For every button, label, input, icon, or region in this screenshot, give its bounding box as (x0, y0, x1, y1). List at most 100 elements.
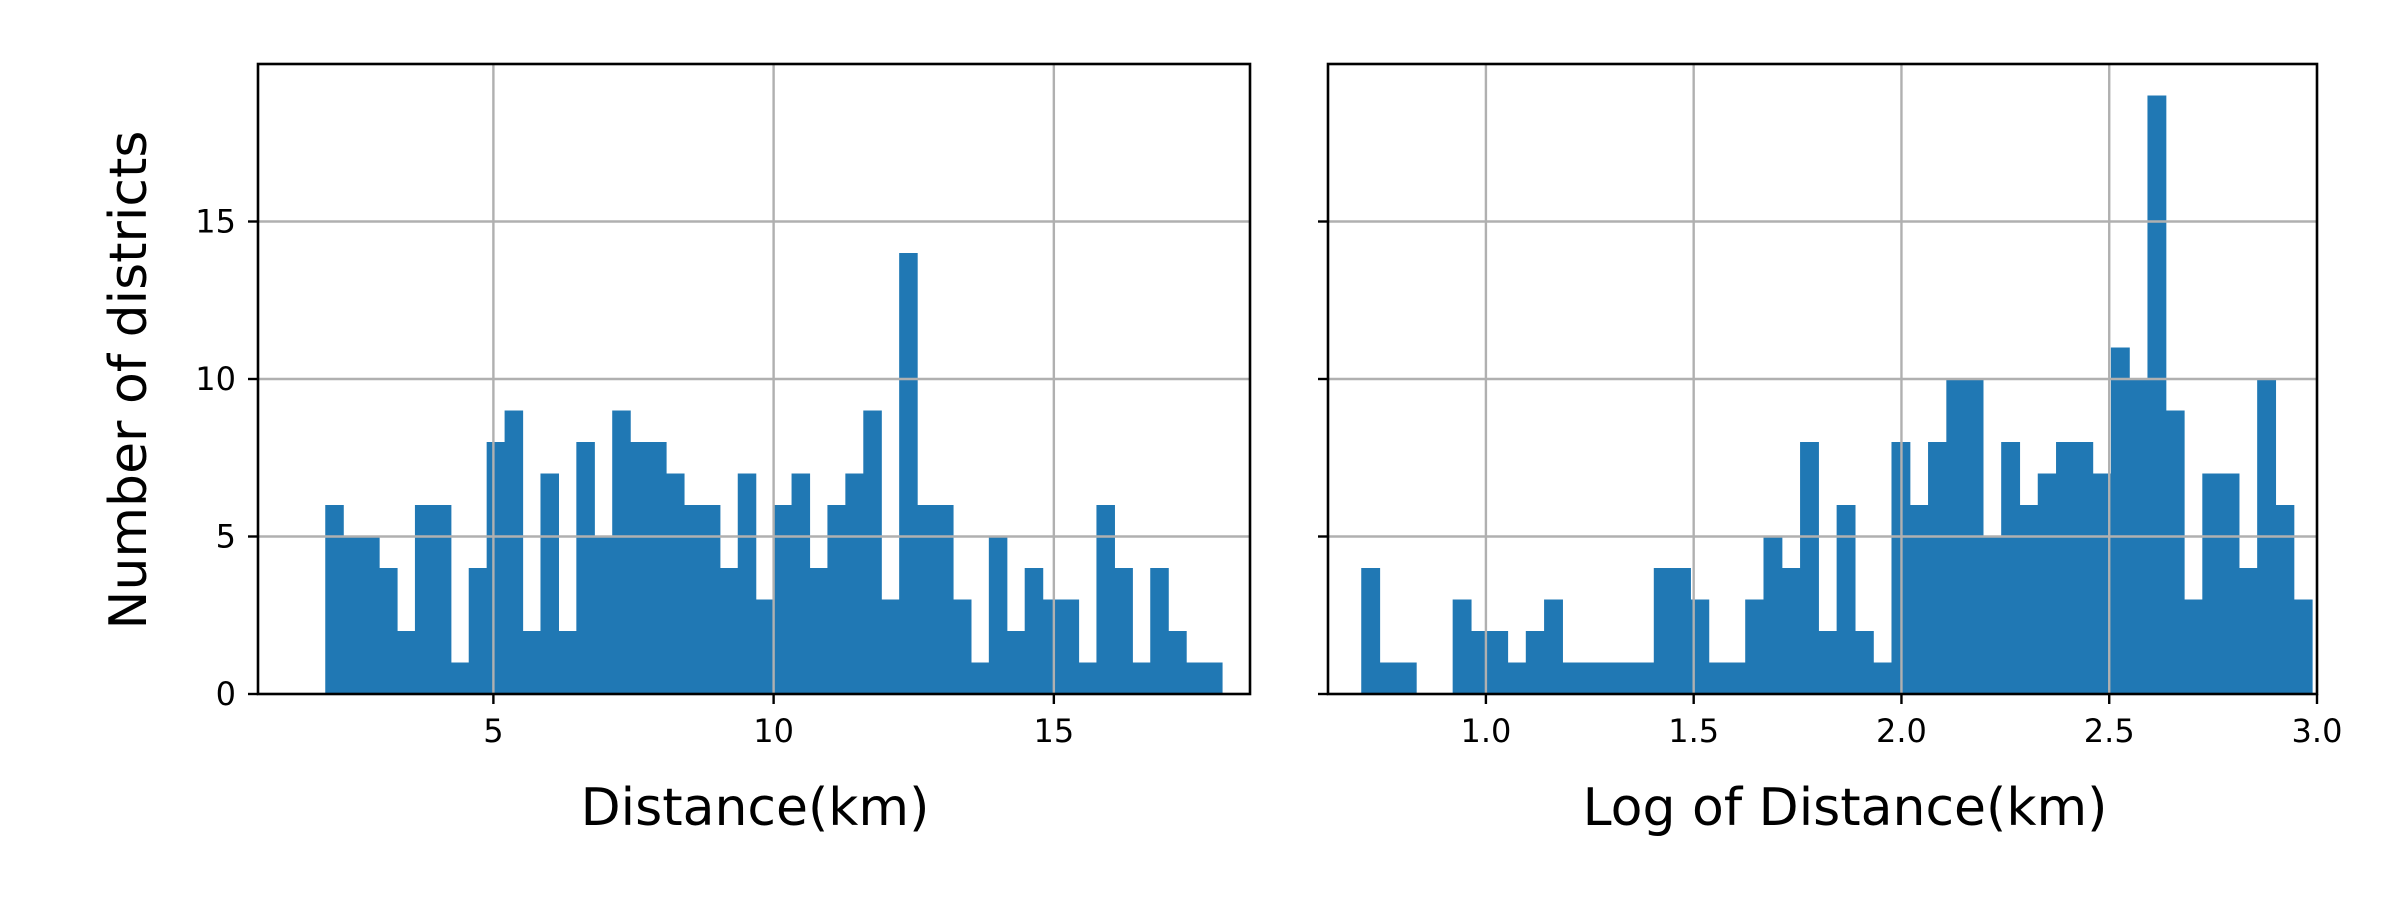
histogram-bar (809, 568, 829, 694)
histogram-bar (791, 473, 811, 694)
x-tick-label: 5 (483, 712, 503, 750)
histogram-bar (2147, 95, 2167, 694)
histogram-bar (1873, 662, 1893, 694)
y-axis-title: Number of districts (99, 131, 159, 630)
histogram-bar (576, 442, 595, 694)
histogram-bar (917, 505, 936, 694)
histogram-bar (1763, 536, 1783, 694)
histogram-bar (1060, 599, 1080, 694)
histogram-bar (1836, 505, 1856, 694)
histogram-log-distance-panel: 1.0 1.5 2.0 2.5 3.0 (1318, 62, 2343, 750)
histogram-bar (2074, 442, 2094, 694)
histogram-distance-panel: 5 10 15 0 5 10 15 (195, 62, 1252, 750)
histogram-bar (432, 505, 452, 694)
histogram-bar (594, 536, 613, 694)
histogram-bar (1525, 631, 1545, 694)
x-axis-title-log-distance: Log of Distance(km) (1583, 778, 2108, 838)
histogram-bar (2001, 442, 2021, 694)
histogram-bar (1800, 442, 1819, 694)
histogram-bar (1452, 599, 1472, 694)
histogram-bar (1672, 568, 1691, 694)
histogram-bar (1818, 631, 1838, 694)
y-tick-label: 15 (195, 203, 236, 241)
histogram-bar (1379, 662, 1399, 694)
histogram-bar (1397, 662, 1417, 694)
histogram-bar (1361, 568, 1381, 694)
histogram-bar (2165, 410, 2185, 694)
histogram-bar (1745, 599, 1765, 694)
histogram-bar (1132, 662, 1151, 694)
histogram-bar (1726, 662, 1746, 694)
histogram-bar (666, 473, 685, 694)
histogram-bar (1489, 631, 1509, 694)
histogram-bar (1096, 505, 1115, 694)
histogram-bar (2037, 473, 2057, 694)
histogram-bar (1982, 536, 2002, 694)
histogram-bar (540, 473, 559, 694)
histogram-bar (612, 410, 631, 694)
histogram-bar (683, 505, 703, 694)
histogram-bar (2110, 347, 2130, 694)
histogram-bar (701, 505, 721, 694)
histogram-bar (970, 662, 990, 694)
histogram-bar (2275, 505, 2295, 694)
histogram-bar (845, 473, 864, 694)
histogram-bar (935, 505, 954, 694)
x-tick-label: 2.5 (2084, 712, 2135, 750)
histogram-bar (2238, 568, 2258, 694)
histogram-bar (1617, 662, 1637, 694)
histogram-bar (558, 631, 577, 694)
histogram-bar (899, 253, 918, 694)
histogram-bar (737, 473, 757, 694)
histogram-bar (504, 410, 524, 694)
x-tick-label: 1.0 (1460, 712, 1511, 750)
histogram-bar (2293, 599, 2313, 694)
histogram-bar (1653, 568, 1673, 694)
histogram-bar (630, 442, 649, 694)
x-tick-label: 2.0 (1876, 712, 1927, 750)
histogram-bar (1909, 505, 1929, 694)
histogram-bar (1854, 631, 1874, 694)
histogram-bar (396, 631, 416, 694)
histogram-bar (827, 505, 846, 694)
histogram-bar (2184, 599, 2203, 694)
histogram-bar (325, 505, 344, 694)
y-tick-label: 0 (216, 675, 236, 713)
y-tick-label: 5 (216, 518, 236, 556)
histogram-bar (1042, 599, 1062, 694)
histogram-bar (1006, 631, 1026, 694)
histogram-bar (881, 599, 900, 694)
histogram-bar (522, 631, 542, 694)
histogram-bar (1204, 662, 1223, 694)
histogram-bar (1186, 662, 1205, 694)
histogram-bar (1928, 442, 1947, 694)
histogram-bar (2202, 473, 2222, 694)
histogram-bar (1635, 662, 1655, 694)
histogram-bar (1781, 568, 1801, 694)
histogram-bar (988, 536, 1008, 694)
histogram-bar (2056, 442, 2075, 694)
histogram-bar (1562, 662, 1582, 694)
histogram-bar (2092, 473, 2112, 694)
histogram-bar (1690, 599, 1710, 694)
histogram-bar (1168, 631, 1187, 694)
histogram-bar (952, 599, 972, 694)
x-tick-label: 15 (1033, 712, 1074, 750)
histogram-bar (361, 536, 380, 694)
x-tick-label: 3.0 (2292, 712, 2343, 750)
x-tick-label: 1.5 (1668, 712, 1719, 750)
histogram-bar (1507, 662, 1527, 694)
histogram-bar (414, 505, 434, 694)
histogram-bar (1024, 568, 1044, 694)
histogram-bar (468, 568, 488, 694)
y-tick-label: 10 (195, 360, 236, 398)
histogram-bar (1598, 662, 1618, 694)
histogram-bar (1114, 568, 1133, 694)
histogram-bar (1078, 662, 1098, 694)
histogram-bar (1580, 662, 1600, 694)
x-tick-label: 10 (753, 712, 794, 750)
histogram-bar (486, 442, 506, 694)
histogram-bar (773, 505, 793, 694)
histogram-bar (450, 662, 470, 694)
